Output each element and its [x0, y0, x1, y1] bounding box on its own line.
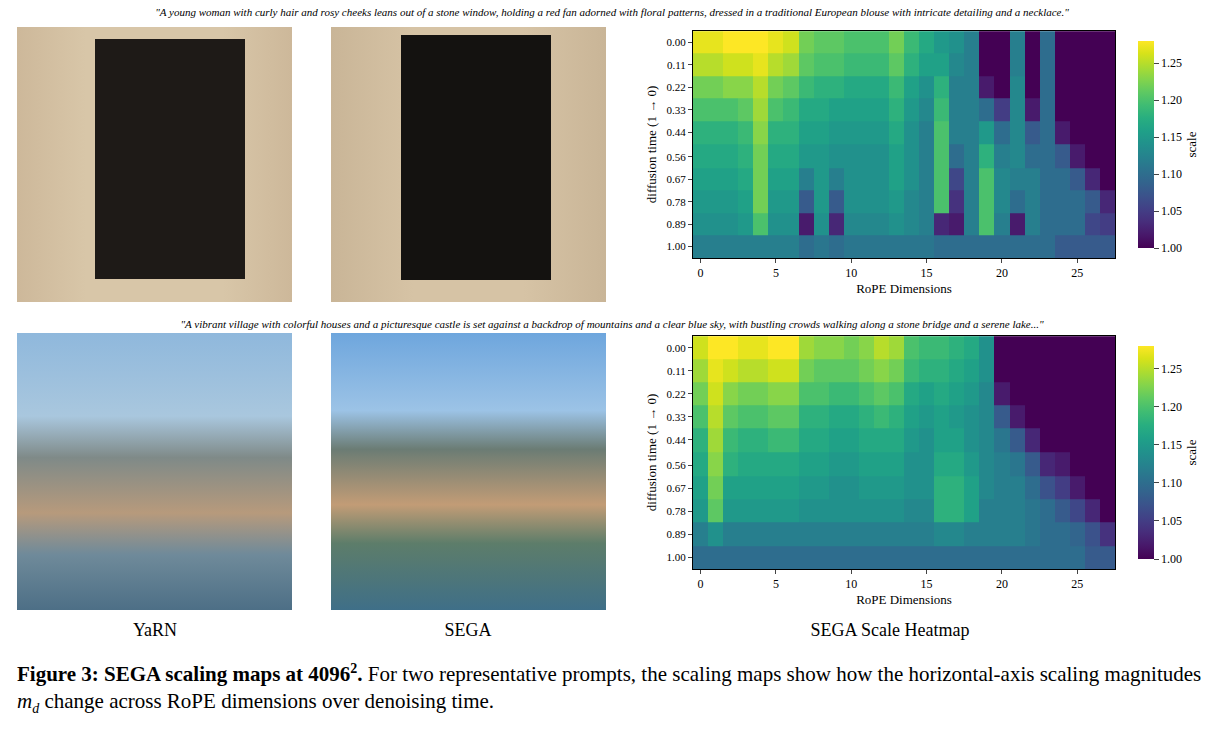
svg-text:0.67: 0.67 — [667, 482, 687, 494]
html-text:"A vibrant village with colorf: "A vibrant village with colorful houses … — [180, 318, 1044, 330]
svg-text:0.89: 0.89 — [667, 528, 687, 540]
svg-text:0.11: 0.11 — [667, 59, 686, 71]
svg-text:1.00: 1.00 — [1161, 241, 1182, 255]
svg-text:0.33: 0.33 — [667, 104, 687, 116]
svg-text:0.00: 0.00 — [667, 342, 687, 354]
svg-text:RoPE Dimensions: RoPE Dimensions — [856, 281, 952, 296]
svg-text:20: 20 — [996, 266, 1008, 280]
svg-text:1.10: 1.10 — [1161, 476, 1182, 490]
html-text:YaRN: YaRN — [132, 620, 178, 640]
svg-text:scale: scale — [1184, 131, 1199, 157]
svg-text:RoPE Dimensions: RoPE Dimensions — [856, 592, 952, 607]
svg-text:0.22: 0.22 — [667, 388, 686, 400]
svg-text:5: 5 — [773, 266, 779, 280]
svg-text:0.67: 0.67 — [667, 173, 687, 185]
svg-text:20: 20 — [996, 577, 1008, 591]
svg-text:0.56: 0.56 — [667, 151, 687, 163]
svg-text:5: 5 — [773, 577, 779, 591]
svg-text:0.44: 0.44 — [667, 434, 687, 446]
svg-text:1.05: 1.05 — [1161, 514, 1182, 528]
svg-text:1.00: 1.00 — [1161, 552, 1182, 566]
svg-text:1.00: 1.00 — [667, 240, 687, 252]
svg-text:1.25: 1.25 — [1161, 56, 1182, 70]
svg-text:0.33: 0.33 — [667, 411, 687, 423]
html-text:SEGA Scale Heatmap: SEGA Scale Heatmap — [810, 620, 970, 640]
svg-text:diffusion time (1 → 0): diffusion time (1 → 0) — [644, 394, 659, 511]
svg-text:scale: scale — [1184, 439, 1199, 465]
svg-text:1.20: 1.20 — [1161, 93, 1182, 107]
svg-text:0.78: 0.78 — [667, 196, 687, 208]
svg-text:1.20: 1.20 — [1161, 400, 1182, 414]
svg-text:0: 0 — [698, 266, 704, 280]
svg-text:0.78: 0.78 — [667, 505, 687, 517]
svg-text:diffusion time (1 → 0): diffusion time (1 → 0) — [644, 86, 659, 203]
svg-text:0.44: 0.44 — [667, 126, 687, 138]
html-text:Figure 3: SEGA scaling maps at: Figure 3: SEGA scaling maps at 4096 — [17, 662, 351, 686]
svg-text:1.25: 1.25 — [1161, 362, 1182, 376]
svg-text:15: 15 — [921, 266, 933, 280]
svg-text:0.22: 0.22 — [667, 81, 686, 93]
svg-text:0.56: 0.56 — [667, 459, 687, 471]
html-text:2. For two representative prom: 2. For two representative prompts, the s… — [350, 661, 1202, 686]
html-text:"A young woman with curly hair: "A young woman with curly hair and rosy … — [155, 6, 1069, 18]
svg-text:25: 25 — [1071, 577, 1083, 591]
svg-text:1.10: 1.10 — [1161, 167, 1182, 181]
svg-text:0: 0 — [698, 577, 704, 591]
svg-text:1.05: 1.05 — [1161, 204, 1182, 218]
svg-text:1.15: 1.15 — [1161, 438, 1182, 452]
svg-text:25: 25 — [1071, 266, 1083, 280]
svg-text:1.00: 1.00 — [667, 551, 687, 563]
svg-text:0.89: 0.89 — [667, 218, 687, 230]
svg-text:0.00: 0.00 — [667, 36, 687, 48]
svg-text:1.15: 1.15 — [1161, 130, 1182, 144]
svg-text:10: 10 — [845, 577, 857, 591]
html-text:mdchange across RoPE dimension: mdchange across RoPE dimensions over den… — [17, 689, 495, 717]
svg-text:10: 10 — [845, 266, 857, 280]
html-text:SEGA: SEGA — [444, 620, 492, 640]
svg-text:15: 15 — [921, 577, 933, 591]
svg-text:0.11: 0.11 — [667, 365, 686, 377]
